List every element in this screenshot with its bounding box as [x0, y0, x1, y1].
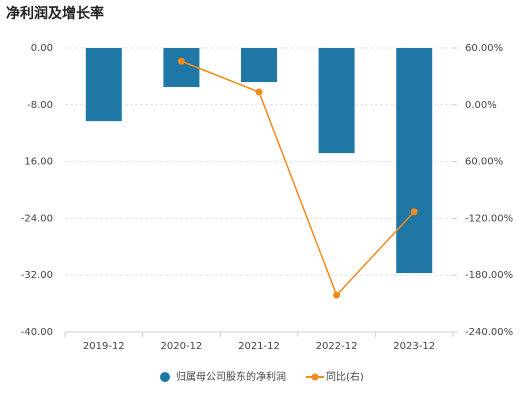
y2-tick-label: -120.00%	[465, 213, 513, 224]
bar	[396, 48, 433, 274]
y2-tick-label: 60.00%	[465, 157, 503, 168]
bar	[85, 48, 122, 122]
line	[181, 60, 415, 297]
legend-label: 同比(右)	[326, 370, 364, 383]
x-tick-label: 2023-12	[393, 341, 435, 352]
y-tick-label: 16.00	[24, 157, 53, 168]
y2-tick-label: -180.00%	[465, 270, 513, 281]
y2-tick-label: -240.00%	[465, 327, 513, 338]
y-tick-label: -8.00	[27, 100, 53, 111]
x-tick-label: 2020-12	[161, 341, 203, 352]
y-tick-label: -40.00	[21, 327, 53, 338]
line-point	[410, 208, 418, 216]
bar	[318, 48, 355, 154]
line-point	[333, 291, 341, 299]
chart-title: 净利润及增长率	[6, 5, 104, 22]
y-tick-label: -32.00	[21, 270, 53, 281]
legend-marker	[160, 372, 170, 382]
y2-tick-label: 60.00%	[465, 43, 503, 54]
x-tick-label: 2022-12	[316, 341, 358, 352]
y2-tick-label: 0.00%	[465, 100, 497, 111]
line-point	[177, 57, 185, 65]
legend-marker	[311, 373, 319, 381]
y-tick-label: -24.00	[21, 213, 53, 224]
x-tick-label: 2021-12	[238, 341, 280, 352]
bar	[241, 48, 277, 83]
line-point	[255, 88, 263, 96]
legend-label: 归属母公司股东的净利润	[176, 370, 286, 383]
bar	[163, 48, 200, 88]
y-tick-label: 0.00	[31, 43, 53, 54]
x-tick-label: 2019-12	[83, 341, 125, 352]
